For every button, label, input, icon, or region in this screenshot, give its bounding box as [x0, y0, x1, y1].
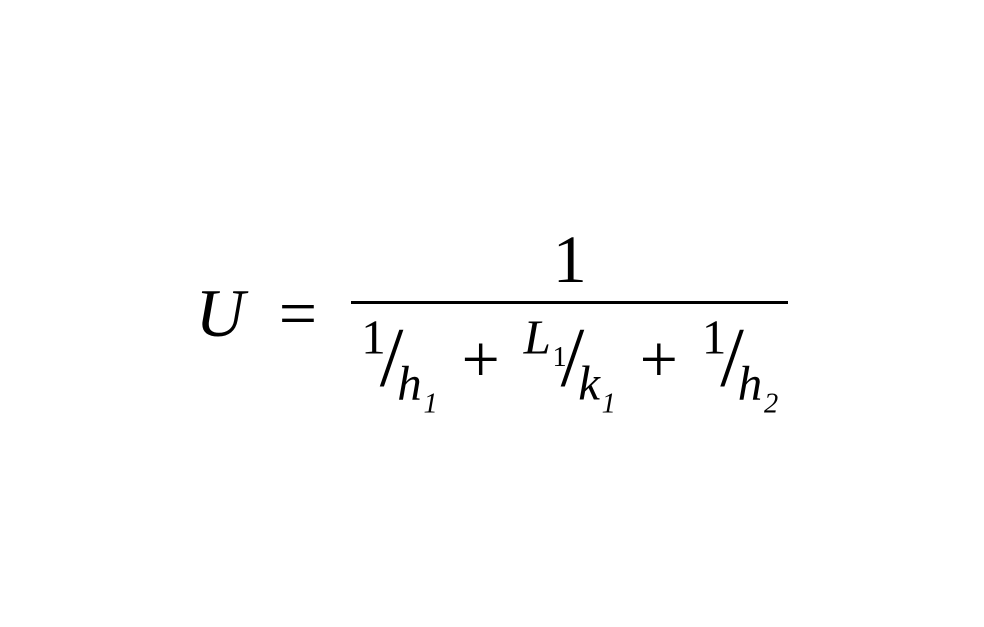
term-1-over-h2: 1 / h 2 — [702, 317, 778, 402]
formula: U = 1 1 / h 1 + — [196, 225, 789, 401]
term2-denominator-k1: k 1 — [578, 359, 616, 408]
var-h1-base: h — [397, 359, 421, 408]
term-L1-over-k1: L 1 / k 1 — [524, 317, 616, 402]
equals-sign: = — [279, 279, 317, 347]
main-fraction-numerator: 1 — [543, 225, 597, 293]
var-k1: k 1 — [578, 359, 616, 408]
term-1-over-h1: 1 / h 1 — [361, 317, 437, 402]
var-h2-subscript: 2 — [764, 390, 778, 418]
var-h1: h 1 — [397, 359, 437, 408]
plus-sign-1: + — [461, 325, 499, 393]
fraction-bar — [351, 301, 788, 304]
main-fraction: 1 1 / h 1 + — [351, 225, 788, 401]
lhs-variable-U: U — [196, 279, 245, 347]
var-k1-base: k — [578, 359, 600, 408]
term3-denominator-h2: h 2 — [738, 359, 778, 408]
main-fraction-denominator: 1 / h 1 + L 1 — [351, 317, 788, 402]
numerator-one: 1 — [553, 225, 587, 293]
var-L1-base: L — [524, 313, 551, 362]
equation-canvas: U = 1 1 / h 1 + — [0, 0, 984, 627]
var-k1-subscript: 1 — [602, 390, 616, 418]
var-h2: h 2 — [738, 359, 778, 408]
var-h1-subscript: 1 — [423, 390, 437, 418]
var-h2-base: h — [738, 359, 762, 408]
plus-sign-2: + — [640, 325, 678, 393]
term1-denominator-h1: h 1 — [397, 359, 437, 408]
